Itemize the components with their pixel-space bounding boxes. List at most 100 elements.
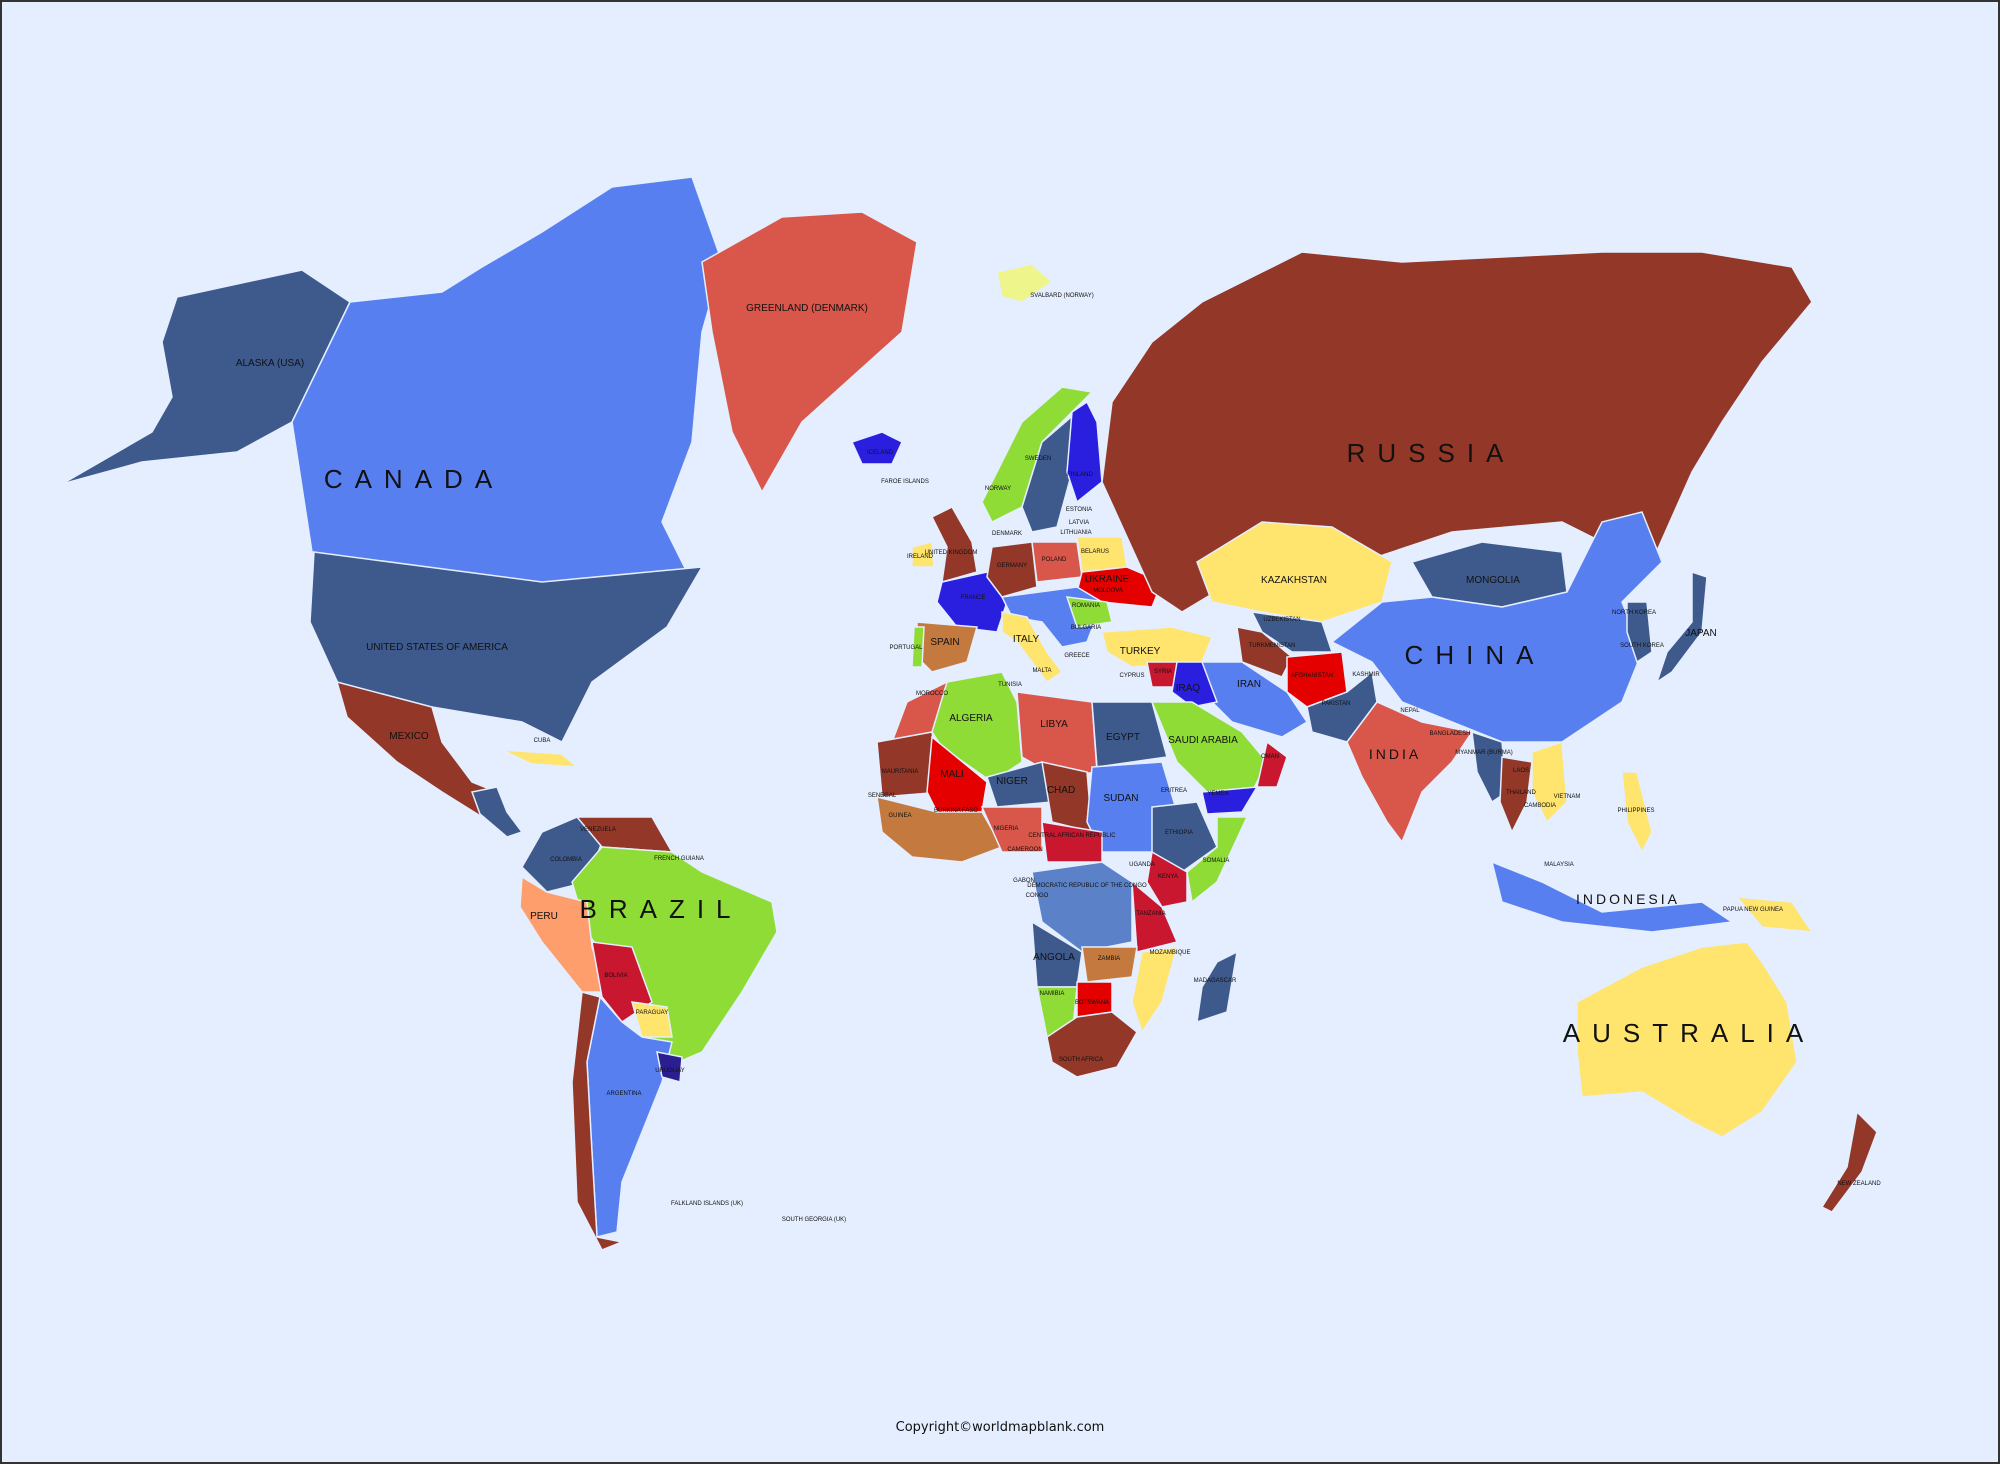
country-label-falklands: FALKLAND ISLANDS (UK) bbox=[671, 1201, 743, 1207]
country-somalia bbox=[1186, 816, 1249, 904]
country-cuba bbox=[501, 749, 580, 768]
country-label-south-africa: SOUTH AFRICA bbox=[1059, 1057, 1103, 1063]
country-drc bbox=[1031, 861, 1133, 953]
country-label-somalia: SOMALIA bbox=[1203, 858, 1230, 864]
country-alaska bbox=[61, 269, 351, 485]
country-madagascar bbox=[1196, 950, 1238, 1024]
country-label-belarus: BELARUS bbox=[1081, 549, 1109, 555]
copyright-text: Copyright©worldmapblank.com bbox=[895, 1420, 1105, 1435]
country-label-indonesia: INDONESIA bbox=[1576, 891, 1680, 907]
country-label-burkina: BURKINA FASO bbox=[934, 808, 978, 814]
country-vietnam bbox=[1531, 740, 1568, 824]
country-norway bbox=[981, 386, 1094, 524]
country-label-germany: GERMANY bbox=[997, 563, 1027, 569]
country-label-france: FRANCE bbox=[961, 595, 986, 601]
country-label-iran: IRAN bbox=[1237, 679, 1261, 690]
country-label-uruguay: URUGUAY bbox=[655, 1068, 685, 1074]
country-label-south-korea: SOUTH KOREA bbox=[1620, 643, 1664, 649]
country-ethiopia bbox=[1151, 801, 1218, 873]
country-korea bbox=[1626, 601, 1653, 664]
country-romania bbox=[1065, 596, 1113, 628]
country-label-australia: AUSTRALIA bbox=[1563, 1018, 1816, 1048]
country-label-angola: ANGOLA bbox=[1033, 952, 1075, 963]
country-label-lithuania: LITHUANIA bbox=[1060, 530, 1091, 536]
country-label-bangladesh: BANGLADESH bbox=[1429, 731, 1470, 737]
country-label-ethiopia: ETHIOPIA bbox=[1165, 830, 1193, 836]
country-yemen bbox=[1201, 786, 1259, 815]
country-label-gabon: GABON bbox=[1013, 878, 1035, 884]
country-label-senegal: SENEGAL bbox=[868, 793, 897, 799]
country-philippines bbox=[1621, 771, 1653, 854]
country-label-syria: SYRIA bbox=[1154, 669, 1172, 675]
country-france bbox=[936, 571, 1008, 633]
region-west-africa bbox=[876, 796, 1004, 863]
country-label-mongolia: MONGOLIA bbox=[1466, 575, 1520, 586]
country-label-algeria: ALGERIA bbox=[949, 713, 993, 724]
region-central-america bbox=[470, 786, 524, 838]
country-label-guinea: GUINEA bbox=[888, 813, 911, 819]
country-label-botswana: BOTSWANA bbox=[1075, 1000, 1109, 1006]
country-tanzania bbox=[1131, 880, 1179, 953]
country-label-new-zealand: NEW ZEALAND bbox=[1837, 1181, 1881, 1187]
country-label-latvia: LATVIA bbox=[1069, 520, 1089, 526]
country-label-png: PAPUA NEW GUINEA bbox=[1723, 907, 1783, 913]
country-paraguay bbox=[630, 1001, 673, 1038]
country-label-zambia: ZAMBIA bbox=[1098, 956, 1120, 962]
country-label-oman: OMAN bbox=[1261, 754, 1279, 760]
country-label-finland: FINLAND bbox=[1067, 472, 1093, 478]
country-papua-new-guinea bbox=[1735, 896, 1814, 933]
country-label-mexico: MEXICO bbox=[389, 731, 429, 742]
country-uzbekistan bbox=[1250, 611, 1334, 653]
country-label-tunisia: TUNISIA bbox=[998, 682, 1022, 688]
country-label-saudi: SAUDI ARABIA bbox=[1168, 735, 1238, 746]
country-label-morocco: MOROCCO bbox=[916, 691, 948, 697]
country-oman bbox=[1256, 740, 1288, 788]
country-label-malaysia: MALAYSIA bbox=[1544, 862, 1574, 868]
country-iceland bbox=[850, 431, 903, 465]
country-label-argentina: ARGENTINA bbox=[606, 1091, 641, 1097]
country-label-mauritania: MAURITANIA bbox=[882, 769, 919, 775]
country-label-mali: MALI bbox=[940, 769, 963, 780]
country-label-ireland: IRELAND bbox=[907, 554, 934, 560]
country-label-estonia: ESTONIA bbox=[1066, 507, 1092, 513]
country-label-french-guiana: FRENCH GUIANA bbox=[654, 856, 704, 862]
country-label-russia: RUSSIA bbox=[1347, 438, 1516, 468]
country-label-paraguay: PARAGUAY bbox=[636, 1010, 668, 1016]
country-label-greece: GREECE bbox=[1064, 653, 1089, 659]
country-nigeria bbox=[980, 806, 1043, 853]
country-india bbox=[1346, 701, 1474, 844]
country-thailand bbox=[1499, 756, 1533, 834]
country-label-myanmar: MYANMAR (BURMA) bbox=[1455, 750, 1513, 756]
country-label-india: INDIA bbox=[1369, 746, 1421, 762]
country-label-drc: DEMOCRATIC REPUBLIC OF THE CONGO bbox=[1027, 883, 1147, 889]
country-label-laos: LAOS bbox=[1513, 768, 1529, 774]
country-label-cuba: CUBA bbox=[534, 738, 551, 744]
country-label-egypt: EGYPT bbox=[1106, 732, 1140, 743]
country-label-tanzania: TANZANIA bbox=[1136, 911, 1165, 917]
country-chile bbox=[571, 991, 625, 1251]
country-label-thailand: THAILAND bbox=[1506, 790, 1536, 796]
country-label-north-korea: NORTH KOREA bbox=[1612, 610, 1656, 616]
country-label-peru: PERU bbox=[530, 911, 558, 922]
country-new-zealand bbox=[1820, 1110, 1878, 1213]
country-label-mozambique: MOZAMBIQUE bbox=[1149, 950, 1190, 956]
country-south-africa bbox=[1046, 1011, 1138, 1078]
country-label-uk: UNITED KINGDOM bbox=[925, 550, 978, 556]
country-label-turkmenistan: TURKMENISTAN bbox=[1249, 643, 1296, 649]
country-label-china: CHINA bbox=[1405, 640, 1546, 670]
country-label-niger: NIGER bbox=[996, 776, 1028, 787]
country-label-cyprus: CYPRUS bbox=[1119, 673, 1144, 679]
country-uk bbox=[930, 506, 978, 584]
country-label-eritrea: ERITREA bbox=[1161, 788, 1187, 794]
country-label-denmark: DENMARK bbox=[992, 531, 1022, 537]
country-label-svalbard: SVALBARD (NORWAY) bbox=[1030, 293, 1093, 299]
country-finland bbox=[1066, 400, 1103, 504]
country-label-bolivia: BOLIVIA bbox=[604, 973, 627, 979]
country-label-moldova: MOLDOVA bbox=[1093, 588, 1123, 594]
country-label-norway: NORWAY bbox=[985, 486, 1011, 492]
country-label-colombia: COLOMBIA bbox=[550, 857, 582, 863]
country-label-congo: CONGO bbox=[1026, 893, 1049, 899]
country-kenya bbox=[1146, 850, 1188, 908]
